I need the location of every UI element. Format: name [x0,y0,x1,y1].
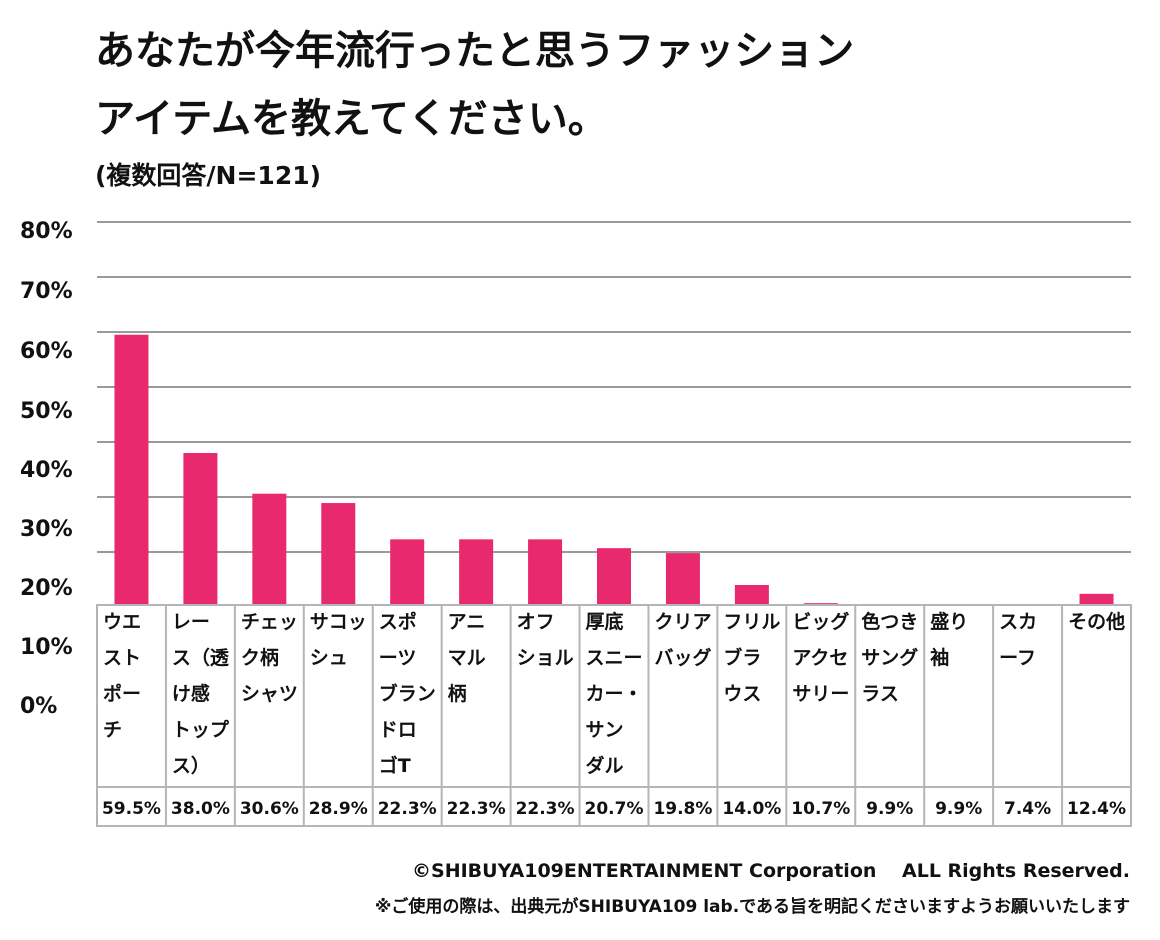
usage-notice: ※ご使用の際は、出典元がSHIBUYA109 lab.である旨を明記くださいます… [374,897,1130,917]
category-label: サコッ [310,611,367,633]
bar [597,548,631,605]
y-tick-label: 50% [20,399,73,424]
category-label: レー [172,611,210,633]
category-label: ビッグ [792,610,849,633]
value-label: 22.3% [516,799,575,819]
category-label: トップ [172,718,230,741]
category-label: 柄 [448,683,467,705]
category-label: け感 [172,682,210,705]
value-label: 7.4% [1004,799,1051,819]
bar [390,539,425,605]
category-label: チ [103,719,122,741]
category-label: スニー [586,647,643,669]
category-label: チェッ [241,611,298,633]
bar [734,585,769,605]
bar [1079,593,1114,605]
value-label: 22.3% [447,799,506,819]
copyright-text: ©SHIBUYA109ENTERTAINMENT Corporation ALL… [412,860,1130,882]
value-label: 14.0% [722,799,781,819]
y-tick-label: 10% [20,635,73,660]
value-label: 38.0% [171,799,230,819]
value-label: 20.7% [585,799,644,819]
category-label: 盛り [930,610,968,633]
value-label: 10.7% [791,799,850,819]
category-label: ウエ [103,611,141,633]
bar [528,539,563,605]
category-label: フリル [723,611,780,633]
y-axis-ticks: 0% 10% 20% 30% 40% 50% 60% 70% 80% [20,219,73,719]
table-border [96,604,1132,827]
category-label: カー・ [586,683,643,705]
y-tick-label: 80% [20,219,73,244]
category-label: ス） [172,754,210,777]
category-label: オフ [517,611,555,633]
value-label: 28.9% [309,799,368,819]
category-label: 色つき [861,610,918,633]
category-label: バッグ [654,646,711,669]
category-label: サン [586,719,624,741]
bar [114,334,149,605]
category-label: マル [448,647,486,669]
value-label: 12.4% [1067,799,1126,819]
value-labels: 59.5% 38.0% 30.6% 28.9% 22.3% 22.3% 22.3% 20.7%… [102,799,1126,819]
category-label: ダル [586,754,624,777]
category-label: ラス [861,683,899,705]
category-label: ーフ [999,647,1036,669]
gridlines [97,221,1131,553]
category-label: スカ [999,611,1037,633]
bar [183,453,218,605]
category-label: シャツ [241,683,298,705]
bar [665,553,700,605]
category-label: ポー [103,682,141,705]
value-label: 9.9% [935,799,982,819]
category-table [96,604,1132,827]
value-label: 30.6% [240,799,299,819]
category-label: サリー [792,683,849,705]
y-tick-label: 30% [20,517,73,542]
bar [252,493,287,605]
bar [321,503,356,605]
category-label: 厚底 [586,610,624,633]
y-tick-label: 40% [20,458,73,483]
chart-title-line-1: あなたが今年流行ったと思うファッション [95,28,855,74]
chart-subtitle: (複数回答/N=121) [95,161,322,190]
category-label: ブラ [723,646,761,669]
category-label: スポ [379,610,417,633]
category-label: シュ [310,647,348,669]
y-tick-label: 0% [20,694,57,719]
value-label: 9.9% [866,799,913,819]
category-label: ドロ [379,719,417,741]
bars [114,334,1114,605]
value-label: 22.3% [378,799,437,819]
category-label: ス（透 [172,646,230,669]
category-label: その他 [1068,610,1125,633]
category-label: サング [861,646,918,669]
category-label: ブラン [379,682,436,705]
category-label: アニ [448,611,486,633]
category-label: アクセ [792,647,848,669]
value-label: 19.8% [653,799,712,819]
category-label: クリア [654,611,711,633]
y-tick-label: 60% [20,339,73,364]
bar [459,539,494,605]
category-label: ウス [723,683,761,705]
y-tick-label: 20% [20,576,73,601]
category-label: ショル [517,647,574,669]
category-label: ーツ [379,647,417,669]
y-tick-label: 70% [20,279,73,304]
category-label: ク柄 [241,647,279,669]
value-label: 59.5% [102,799,161,819]
chart-title-line-2: アイテムを教えてください。 [95,96,608,142]
category-label: ゴT [379,754,411,777]
category-label: 袖 [930,646,949,669]
category-label: スト [103,647,141,669]
